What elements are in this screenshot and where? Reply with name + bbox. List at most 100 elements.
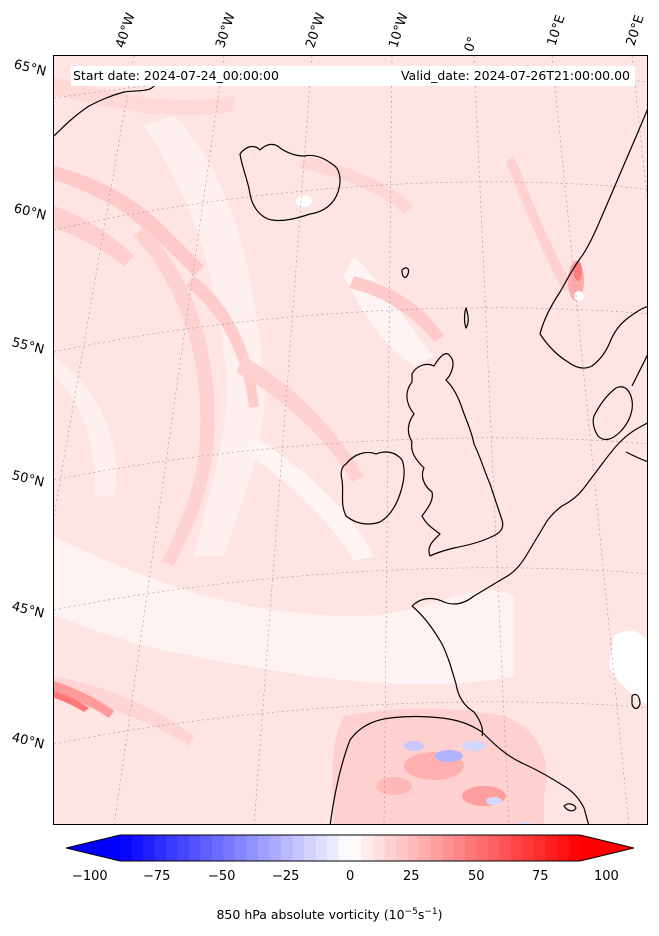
colorbar-tick-neg75: −75 — [143, 869, 171, 884]
field-positive-cell — [376, 777, 412, 795]
coastlines — [54, 75, 647, 824]
colorbar-svg — [66, 834, 634, 862]
field-streak — [134, 226, 215, 566]
field-negative-cell — [486, 797, 502, 805]
colorbar-bin — [430, 835, 443, 861]
colorbar-tick-100: 100 — [594, 869, 619, 884]
colorbar-bin — [200, 835, 213, 861]
colorbar-bin — [223, 835, 236, 861]
colorbar-outline — [66, 834, 634, 862]
field-light-band — [54, 536, 514, 685]
lat-label-65n: 65°N — [12, 57, 48, 80]
coast-france — [411, 422, 647, 607]
coast-corsica — [631, 693, 641, 710]
colorbar — [66, 833, 634, 863]
colorbar-label-exp2: −1 — [424, 906, 438, 917]
colorbar-bin — [373, 835, 385, 861]
colorbar-bin — [246, 835, 259, 861]
colorbar-bin — [384, 835, 397, 861]
field-negative-cell — [404, 741, 424, 751]
coast-iberia-east — [481, 731, 590, 824]
colorbar-bin — [189, 835, 201, 861]
lat-label-60n: 60°N — [12, 201, 48, 224]
colorbar-bin — [177, 835, 190, 861]
colorbar-extend-low — [66, 835, 120, 861]
field-streak — [54, 676, 194, 746]
field-streak — [299, 156, 414, 214]
vorticity-field-map — [54, 56, 647, 824]
lat-label-45n: 45°N — [10, 599, 46, 622]
coast-denmark — [592, 386, 633, 441]
colorbar-bin — [419, 835, 431, 861]
coast-norway-south — [539, 306, 647, 369]
colorbar-bin — [499, 835, 512, 861]
colorbar-bins — [66, 835, 634, 861]
colorbar-label-exp1: −5 — [404, 906, 418, 917]
coast-sweden — [631, 354, 647, 387]
colorbar-bin — [534, 835, 546, 861]
coast-great-britain — [406, 353, 504, 557]
coast-baltic — [625, 451, 647, 463]
colorbar-bin — [522, 835, 535, 861]
field-negative-cell — [462, 741, 486, 751]
coast-iceland — [239, 143, 341, 222]
colorbar-bin — [131, 835, 144, 861]
colorbar-bin — [212, 835, 224, 861]
coast-shetland — [463, 307, 469, 329]
lat-label-40n: 40°N — [10, 730, 46, 753]
field-light-band — [54, 356, 116, 496]
field-light-band — [144, 116, 265, 556]
field-streak — [54, 681, 114, 718]
colorbar-bin — [143, 835, 155, 861]
field-white-spot — [296, 195, 312, 207]
colorbar-bin — [292, 835, 305, 861]
colorbar-label-suffix: ) — [437, 907, 443, 922]
vorticity-map: Start date: 2024-07-24_00:00:00 Valid_da… — [53, 55, 648, 825]
field-white-patch — [609, 630, 647, 705]
field-streak — [54, 206, 134, 266]
field-streak — [349, 276, 444, 342]
colorbar-bin — [568, 835, 581, 861]
colorbar-tick-75: 75 — [532, 869, 549, 884]
colorbar-bin — [511, 835, 523, 861]
lat-label-55n: 55°N — [10, 335, 46, 358]
field-streak — [236, 356, 364, 482]
colorbar-tick-neg50: −50 — [208, 869, 236, 884]
coast-faroe — [401, 267, 410, 279]
colorbar-tick-50: 50 — [468, 869, 485, 884]
colorbar-bin — [465, 835, 477, 861]
field-white-spot — [574, 291, 584, 301]
colorbar-label: 850 hPa absolute vorticity (10−5s−1) — [0, 907, 659, 923]
colorbar-bin — [304, 835, 316, 861]
colorbar-tick-neg100: −100 — [72, 869, 108, 884]
field-light-band — [244, 436, 374, 561]
colorbar-bin — [315, 835, 328, 861]
field-streak — [54, 76, 234, 115]
lon-label-30w: 30°W — [213, 11, 239, 50]
lon-label-20w: 20°W — [303, 11, 329, 50]
colorbar-bin — [407, 835, 420, 861]
colorbar-tick-25: 25 — [403, 869, 420, 884]
colorbar-label-unit: s — [417, 907, 425, 922]
lon-label-40w: 40°W — [113, 11, 139, 50]
date-header-strip — [71, 66, 635, 86]
colorbar-extend-high — [580, 835, 634, 861]
colorbar-bin — [166, 835, 178, 861]
lon-label-10w: 10°W — [386, 11, 412, 50]
field-streak — [54, 691, 89, 712]
colorbar-bin — [235, 835, 247, 861]
colorbar-tick-neg25: −25 — [272, 869, 300, 884]
colorbar-bin — [453, 835, 466, 861]
colorbar-bin — [120, 835, 132, 861]
field-background — [54, 56, 647, 824]
lon-label-20e: 20°E — [623, 13, 648, 48]
valid-date-label: Valid_date: 2024-07-26T21:00:00.00 — [400, 68, 630, 83]
lon-label-10e: 10°E — [544, 13, 569, 48]
coast-ireland — [340, 451, 405, 525]
field-negative-cell — [515, 822, 533, 824]
colorbar-bin — [442, 835, 454, 861]
colorbar-bin — [488, 835, 500, 861]
colorbar-bin — [545, 835, 558, 861]
colorbar-bin — [361, 835, 374, 861]
